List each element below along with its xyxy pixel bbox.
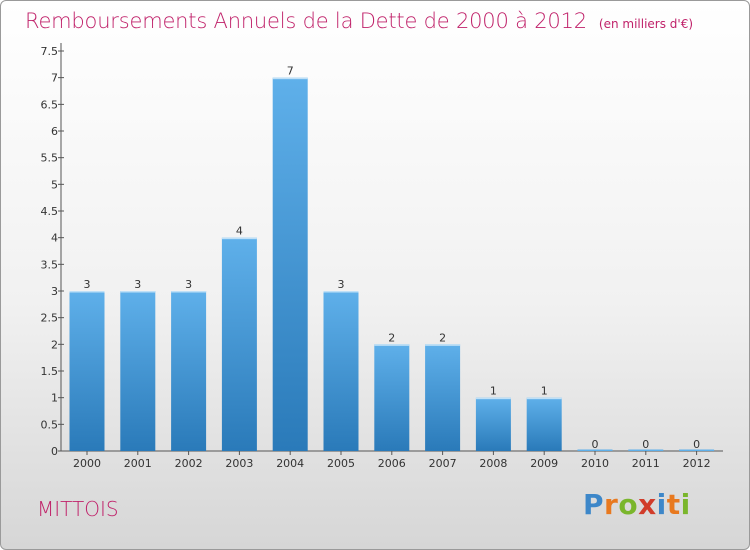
- data-label: 3: [84, 278, 91, 291]
- bar: [221, 237, 257, 451]
- bar: [120, 291, 156, 451]
- logo-letter: x: [638, 488, 657, 521]
- data-label: 7: [287, 65, 294, 78]
- bar: [69, 291, 105, 451]
- y-tick-label: 2: [51, 338, 58, 351]
- bar: [272, 77, 308, 452]
- bar-highlight: [425, 344, 461, 346]
- bar-highlight: [120, 291, 156, 293]
- bar: [526, 397, 562, 451]
- data-label: 0: [693, 438, 700, 451]
- y-tick-label: 2.5: [41, 312, 59, 325]
- bar: [425, 344, 461, 451]
- x-tick-label: 2006: [378, 457, 406, 470]
- data-label: 1: [490, 385, 497, 398]
- x-tick-label: 2003: [225, 457, 253, 470]
- data-label: 3: [134, 278, 141, 291]
- data-label: 0: [642, 438, 649, 451]
- chart-title: Remboursements Annuels de la Dette de 20…: [25, 9, 693, 33]
- x-tick-label: 2000: [73, 457, 101, 470]
- bar: [679, 449, 715, 451]
- y-tick-label: 6: [51, 125, 58, 138]
- logo-letter: t: [666, 488, 681, 521]
- title-text: Remboursements Annuels de la Dette de 20…: [25, 9, 587, 33]
- data-label: 2: [388, 331, 395, 344]
- bar: [628, 449, 664, 451]
- x-tick-label: 2011: [632, 457, 660, 470]
- bar-highlight: [171, 291, 207, 293]
- bar-highlight: [374, 344, 410, 346]
- y-tick-label: 1: [51, 392, 58, 405]
- bar: [323, 291, 359, 451]
- data-label: 1: [541, 385, 548, 398]
- x-tick-label: 2009: [530, 457, 558, 470]
- bar-highlight: [221, 237, 257, 240]
- bar-highlight: [526, 397, 562, 400]
- y-tick-label: 1.5: [41, 365, 59, 378]
- logo-letter: i: [656, 488, 667, 521]
- bar-highlight: [323, 291, 359, 293]
- x-tick-label: 2008: [479, 457, 507, 470]
- y-tick-label: 6.5: [41, 98, 59, 111]
- y-tick-label: 4.5: [41, 205, 59, 218]
- y-tick-label: 7.5: [41, 45, 59, 58]
- y-tick-label: 3.5: [41, 258, 59, 271]
- bar: [475, 397, 511, 451]
- y-tick-label: 0.5: [41, 418, 59, 431]
- logo-letter: P: [583, 488, 605, 521]
- y-tick-label: 5: [51, 178, 58, 191]
- y-tick-label: 7: [51, 72, 58, 85]
- logo-letter: o: [618, 488, 639, 521]
- x-tick-label: 2004: [276, 457, 304, 470]
- bar: [171, 291, 207, 451]
- data-label: 3: [185, 278, 192, 291]
- data-label: 2: [439, 331, 446, 344]
- bar: [577, 449, 613, 451]
- bar-highlight: [475, 397, 511, 400]
- x-tick-label: 2001: [124, 457, 152, 470]
- x-tick-label: 2005: [327, 457, 355, 470]
- y-tick-label: 4: [51, 232, 58, 245]
- x-tick-label: 2010: [581, 457, 609, 470]
- x-tick-label: 2012: [683, 457, 711, 470]
- data-label: 3: [338, 278, 345, 291]
- logo-letter: i: [680, 488, 691, 521]
- data-label: 4: [236, 225, 243, 238]
- commune-name: MITTOIS: [37, 497, 119, 521]
- data-label: 0: [592, 438, 599, 451]
- y-tick-label: 0: [51, 445, 58, 458]
- y-tick-label: 3: [51, 285, 58, 298]
- bar: [374, 344, 410, 451]
- x-tick-label: 2007: [429, 457, 457, 470]
- proxiti-logo[interactable]: Proxiti: [583, 488, 691, 521]
- x-tick-label: 2002: [175, 457, 203, 470]
- bars-group: [69, 77, 715, 452]
- y-tick-label: 5.5: [41, 152, 59, 165]
- bar-highlight: [272, 77, 308, 80]
- title-unit: (en milliers d'€): [598, 17, 694, 31]
- logo-letter: r: [604, 488, 619, 521]
- bar-highlight: [69, 291, 105, 293]
- data-labels-group: 3 3 3 4 7 3 2 2 1 1 0 0 0: [84, 65, 701, 451]
